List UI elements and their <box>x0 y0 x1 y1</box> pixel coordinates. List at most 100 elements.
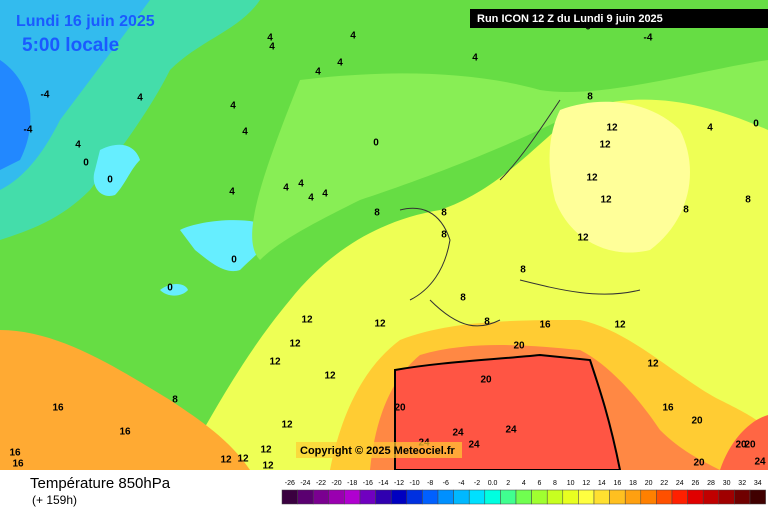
lead-time: (+ 159h) <box>32 493 77 507</box>
contour-label: 0 <box>373 138 379 149</box>
contour-label: 8 <box>460 293 466 304</box>
contour-label: 8 <box>520 265 526 276</box>
contour-label: 4 <box>308 193 314 204</box>
contour-label: 20 <box>513 341 525 352</box>
cold-region <box>0 60 31 170</box>
contour-label: 24 <box>468 440 480 451</box>
contour-label: 4 <box>230 101 236 112</box>
contour-label: 20 <box>693 458 705 469</box>
contour-label: -4 <box>41 90 50 101</box>
contour-label: 12 <box>647 359 659 370</box>
contour-label: 16 <box>12 459 24 470</box>
scale-swatch <box>297 489 314 505</box>
scale-swatch <box>562 489 579 505</box>
scale-swatch <box>531 489 548 505</box>
contour-label: 20 <box>744 440 756 451</box>
scale-label: 14 <box>598 480 606 487</box>
scale-swatch <box>671 489 688 505</box>
contour-label: 8 <box>745 195 751 206</box>
contour-label: 4 <box>315 67 321 78</box>
contour-label: 8 <box>441 230 447 241</box>
contour-label: 12 <box>606 123 618 134</box>
contour-label: 0 <box>167 283 173 294</box>
scale-label: -18 <box>347 480 357 487</box>
scale-label: 4 <box>522 480 526 487</box>
map-date: Lundi 16 juin 2025 <box>16 13 155 30</box>
scale-label: -12 <box>394 480 404 487</box>
iceland <box>180 220 275 272</box>
scale-label: -24 <box>300 480 310 487</box>
scale-swatch <box>468 489 486 505</box>
scale-label: 0.0 <box>488 480 498 487</box>
scale-label: 2 <box>506 480 510 487</box>
contour-label: 4 <box>707 123 713 134</box>
contour-label: 0 <box>231 255 237 266</box>
scale-swatch <box>624 489 642 505</box>
scale-swatch <box>546 489 564 505</box>
scale-swatch <box>359 489 376 505</box>
contour-label: 4 <box>283 183 289 194</box>
copyright: Copyright © 2025 Meteociel.fr <box>300 445 456 457</box>
run-banner <box>470 9 768 28</box>
contour-label: -4 <box>644 33 653 44</box>
contour-label: 12 <box>237 454 249 465</box>
contour-label: 4 <box>75 140 81 151</box>
hot-region <box>0 330 250 470</box>
scale-swatch <box>687 489 704 505</box>
contour-label: 12 <box>614 320 626 331</box>
contour-label: 0 <box>107 175 113 186</box>
scale-label: 26 <box>692 480 700 487</box>
copyright-bg <box>296 442 462 458</box>
contour-label: 20 <box>691 416 703 427</box>
contour-label: 8 <box>172 395 178 406</box>
contour-label: 24 <box>505 425 517 436</box>
contour-label: 24 <box>452 428 464 439</box>
contour-label: 4 <box>472 53 478 64</box>
scale-label: 20 <box>645 480 653 487</box>
scale-label: -14 <box>378 480 388 487</box>
contour-label: 12 <box>260 445 272 456</box>
scale-swatch <box>593 489 610 505</box>
scale-label: -10 <box>410 480 420 487</box>
contour-label: 4 <box>298 179 304 190</box>
scale-label: -8 <box>427 480 433 487</box>
scale-label: -4 <box>458 480 464 487</box>
contour-label: 0 <box>83 158 89 169</box>
contour-label: 4 <box>137 93 143 104</box>
contour-label: 20 <box>735 440 747 451</box>
contour-label: 12 <box>374 319 386 330</box>
scale-swatch <box>484 489 501 505</box>
scale-swatch <box>656 489 673 505</box>
scale-label: 30 <box>723 480 731 487</box>
map <box>0 0 768 471</box>
scale-swatch <box>344 489 361 505</box>
contour-label: 16 <box>662 403 674 414</box>
scale-swatch <box>640 489 657 505</box>
contour-label: 12 <box>281 420 293 431</box>
scale-swatch <box>500 489 517 505</box>
contour-label: 4 <box>337 58 343 69</box>
contour-label: 16 <box>9 448 21 459</box>
scale-swatch <box>375 489 392 505</box>
contour-label: 12 <box>262 461 274 472</box>
contour-label: 20 <box>394 403 406 414</box>
scale-label: -16 <box>363 480 373 487</box>
contour-label: 12 <box>289 339 301 350</box>
scale-label: -22 <box>316 480 326 487</box>
contour-label: 12 <box>599 140 611 151</box>
scale-swatch <box>515 489 532 505</box>
color-scale: -26 -24 -22 -20 -18 -16 -14 -12 -10 -8 -6 -4 -2 0.0 2 4… <box>281 480 766 505</box>
contour-label: 12 <box>600 195 612 206</box>
scale-swatch <box>281 489 298 505</box>
scale-swatch <box>406 489 423 505</box>
contour-label: 4 <box>269 42 275 53</box>
contour-label: 12 <box>269 357 281 368</box>
contour-label: 12 <box>586 173 598 184</box>
contour-label: 16 <box>539 320 551 331</box>
contour-label: 8 <box>484 317 490 328</box>
scale-label: 16 <box>614 480 622 487</box>
scale-swatch <box>312 489 330 505</box>
scale-label: 8 <box>553 480 557 487</box>
scale-label: -6 <box>443 480 449 487</box>
